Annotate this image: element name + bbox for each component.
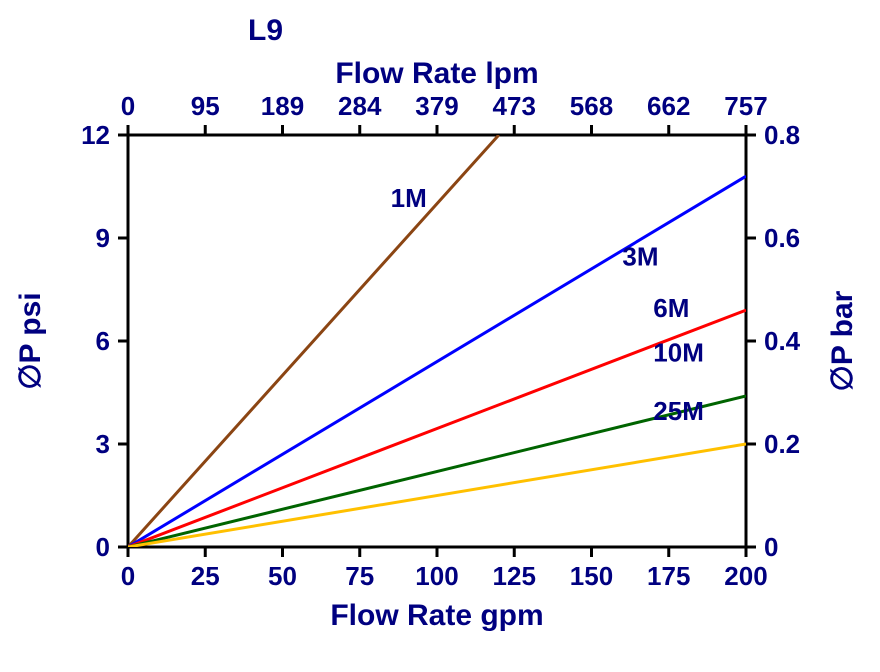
series-label-3M: 3M: [622, 241, 658, 271]
series-line-25M: [128, 444, 746, 547]
y-left-tick-label: 9: [96, 223, 110, 253]
series-label-25M: 25M: [653, 396, 704, 426]
y-left-label: ∅P psi: [14, 292, 47, 389]
chart-container: L90255075100125150175200Flow Rate gpm095…: [0, 0, 880, 672]
x-bottom-tick-label: 75: [345, 561, 374, 591]
x-bottom-tick-label: 200: [724, 561, 767, 591]
y-right-label: ∅P bar: [826, 290, 859, 391]
series-label-6M: 6M: [653, 293, 689, 323]
x-top-tick-label: 568: [570, 91, 613, 121]
x-top-tick-label: 379: [415, 91, 458, 121]
series-label-10M: 10M: [653, 338, 704, 368]
x-top-tick-label: 662: [647, 91, 690, 121]
y-left-tick-label: 12: [81, 120, 110, 150]
x-top-tick-label: 189: [261, 91, 304, 121]
x-bottom-tick-label: 175: [647, 561, 690, 591]
x-top-tick-label: 0: [121, 91, 135, 121]
x-top-tick-label: 284: [338, 91, 382, 121]
x-bottom-tick-label: 50: [268, 561, 297, 591]
y-right-tick-label: 0.8: [764, 120, 800, 150]
x-bottom-tick-label: 0: [121, 561, 135, 591]
x-bottom-tick-label: 100: [415, 561, 458, 591]
chart-title: L9: [248, 14, 283, 47]
y-left-tick-label: 0: [96, 532, 110, 562]
x-bottom-tick-label: 25: [191, 561, 220, 591]
series-label-1M: 1M: [391, 183, 427, 213]
chart-svg: L90255075100125150175200Flow Rate gpm095…: [0, 0, 880, 672]
y-right-tick-label: 0.6: [764, 223, 800, 253]
x-top-label: Flow Rate lpm: [335, 57, 538, 90]
x-bottom-tick-label: 125: [493, 561, 536, 591]
y-left-tick-label: 3: [96, 429, 110, 459]
y-right-tick-label: 0.4: [764, 326, 801, 356]
x-bottom-tick-label: 150: [570, 561, 613, 591]
x-top-tick-label: 473: [493, 91, 536, 121]
x-top-tick-label: 95: [191, 91, 220, 121]
y-left-tick-label: 6: [96, 326, 110, 356]
series-line-1M: [128, 135, 499, 547]
y-right-tick-label: 0.2: [764, 429, 800, 459]
x-top-tick-label: 757: [724, 91, 767, 121]
x-bottom-label: Flow Rate gpm: [330, 599, 543, 632]
y-right-tick-label: 0: [764, 532, 778, 562]
